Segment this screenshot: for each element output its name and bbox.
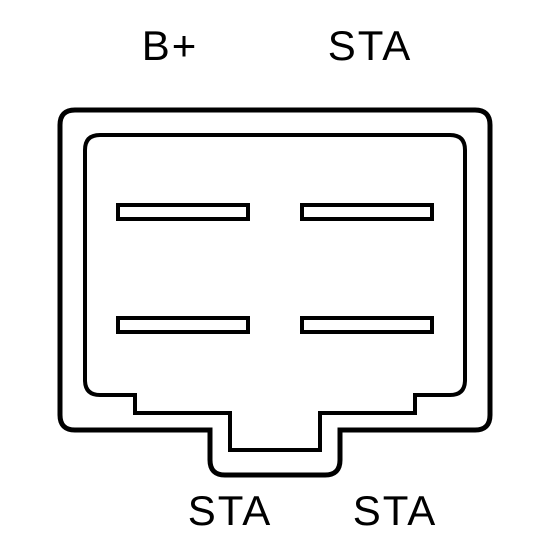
pin-1 <box>118 205 248 219</box>
label-top-right: STA <box>328 22 413 69</box>
label-bottom-left: STA <box>188 487 273 534</box>
connector-diagram: B+ STA STA STA <box>0 0 550 550</box>
pin-4 <box>302 318 432 332</box>
pin-group <box>118 205 432 332</box>
pin-2 <box>302 205 432 219</box>
pin-3 <box>118 318 248 332</box>
connector-outer-shell <box>60 110 490 475</box>
label-top-left: B+ <box>142 22 199 69</box>
label-bottom-right: STA <box>353 487 438 534</box>
connector-inner-shell <box>85 135 465 450</box>
